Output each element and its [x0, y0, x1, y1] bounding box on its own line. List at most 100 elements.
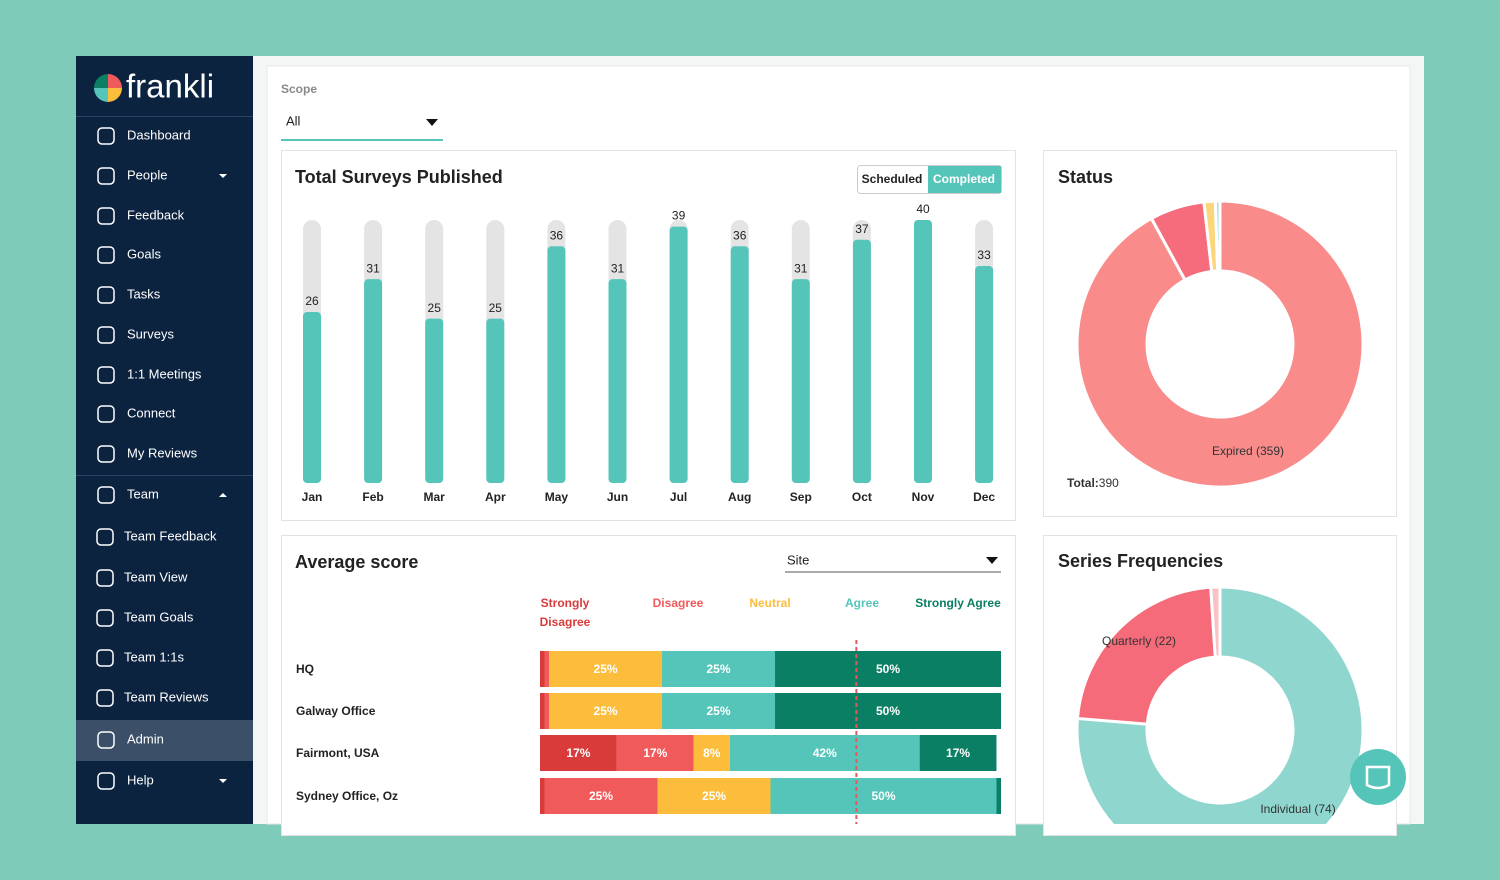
nav-caret: [219, 779, 227, 783]
nav-icon: [97, 486, 115, 504]
bar: [914, 220, 932, 483]
bar-segment: [770, 778, 997, 814]
bar-segment: [775, 651, 1001, 687]
bar-segment: [729, 735, 920, 771]
nav-item[interactable]: Feedback: [127, 207, 185, 222]
legend-item: Neutral: [749, 596, 791, 610]
pie-slice: [1075, 199, 1365, 489]
nav-item[interactable]: Team Goals: [124, 609, 194, 624]
nav-item[interactable]: Team Feedback: [124, 528, 217, 543]
nav-item[interactable]: Goals: [127, 246, 161, 261]
bar-segment: [996, 778, 1001, 814]
nav-icon: [96, 569, 114, 587]
value-label: 33: [977, 248, 991, 262]
bar-segment: [544, 693, 550, 729]
value-label: 17%: [643, 746, 667, 760]
toggle-active[interactable]: [928, 166, 1001, 193]
pie-slice: [1213, 199, 1222, 273]
value-label: 25: [489, 301, 503, 315]
bar: [730, 246, 749, 483]
value-label: 25%: [702, 789, 726, 803]
nav-icon: [96, 689, 114, 707]
slice-label: Individual (74): [1260, 802, 1335, 816]
legend-item: Disagree: [652, 596, 704, 610]
bar-segment: [540, 693, 545, 729]
bar: [303, 312, 321, 483]
toggle-option[interactable]: Completed: [933, 172, 995, 186]
value-label: 50%: [876, 704, 900, 718]
x-tick-label: May: [545, 490, 569, 504]
nav-item[interactable]: 1:1 Meetings: [127, 366, 202, 381]
nav-item[interactable]: Surveys: [127, 326, 174, 341]
nav-icon: [97, 405, 115, 423]
x-tick-label: Sep: [790, 490, 812, 504]
nav-icon: [97, 772, 115, 790]
x-tick-label: Feb: [362, 490, 383, 504]
nav-caret: [219, 174, 227, 178]
nav-icon: [97, 286, 115, 304]
bar-segment: [657, 778, 771, 814]
value-label: 25: [428, 301, 442, 315]
pie-slice: [1075, 585, 1217, 726]
bar: [852, 239, 871, 483]
value-label: 50%: [876, 662, 900, 676]
pie-slice: [1075, 585, 1365, 824]
x-tick-label: Dec: [973, 490, 995, 504]
chat-icon: [1365, 765, 1391, 790]
nav-item[interactable]: Help: [127, 772, 154, 787]
x-tick-label: Jan: [302, 490, 323, 504]
nav-icon: [96, 609, 114, 627]
x-tick-label: Oct: [852, 490, 872, 504]
value-label: 25%: [589, 789, 613, 803]
value-label: 25%: [594, 662, 618, 676]
nav-item[interactable]: Tasks: [127, 286, 161, 301]
nav-item[interactable]: People: [127, 167, 167, 182]
nav-icon: [96, 528, 114, 546]
chat-button[interactable]: [1350, 749, 1406, 805]
bar: [486, 318, 505, 483]
dropdown-caret[interactable]: [986, 557, 998, 564]
legend-item: Agree: [844, 596, 879, 610]
bar-segment: [544, 778, 658, 814]
nav-item[interactable]: Dashboard: [127, 127, 191, 142]
nav-icon: [97, 207, 115, 225]
filter-value[interactable]: Site: [787, 552, 809, 567]
value-label: 37: [855, 222, 869, 236]
nav-item[interactable]: Connect: [127, 405, 176, 420]
value-label: 25%: [707, 662, 731, 676]
nav-item[interactable]: Team: [127, 486, 159, 501]
card-title: Status: [1058, 167, 1113, 187]
value-label: 25%: [594, 704, 618, 718]
x-tick-label: Jun: [607, 490, 628, 504]
nav-item[interactable]: Team Reviews: [124, 689, 209, 704]
bar-segment: [662, 651, 776, 687]
bar: [547, 246, 566, 483]
bar-segment: [775, 693, 1001, 729]
bar-segment: [540, 778, 545, 814]
toggle-option[interactable]: Scheduled: [862, 172, 923, 186]
value-label: 25%: [707, 704, 731, 718]
nav-item[interactable]: Team View: [124, 569, 188, 584]
bar-segment: [693, 735, 730, 771]
x-tick-label: Jul: [670, 490, 687, 504]
x-tick-label: Mar: [424, 490, 446, 504]
value-label: 31: [366, 261, 380, 275]
value-label: 31: [611, 261, 625, 275]
bar: [364, 279, 383, 483]
x-tick-label: Aug: [728, 490, 751, 504]
dropdown-caret[interactable]: [426, 119, 438, 126]
total: Total:390: [1067, 476, 1119, 490]
nav-caret: [219, 493, 227, 497]
scope-value[interactable]: All: [286, 113, 301, 128]
card-title: Average score: [295, 552, 418, 572]
nav-item[interactable]: My Reviews: [127, 445, 198, 460]
nav-item[interactable]: Admin: [127, 731, 164, 746]
card: [281, 150, 1016, 521]
nav-item[interactable]: Team 1:1s: [124, 649, 184, 664]
x-tick-label: Apr: [485, 490, 506, 504]
scope-label: Scope: [281, 82, 317, 96]
row-label: Fairmont, USA: [296, 746, 380, 760]
card-title: Series Frequencies: [1058, 551, 1223, 571]
bar: [608, 279, 627, 483]
value-label: 50%: [871, 789, 895, 803]
